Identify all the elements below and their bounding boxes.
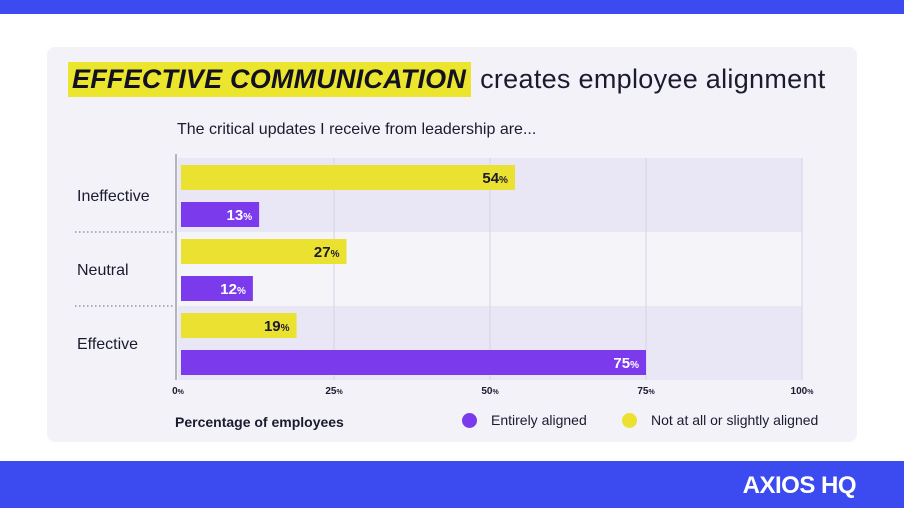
legend-swatch-entirely-aligned — [462, 412, 477, 428]
x-axis-title: Percentage of employees — [175, 414, 344, 430]
legend-entirely-aligned: Entirely aligned — [462, 412, 587, 428]
page-title: EFFECTIVE COMMUNICATION creates employee… — [68, 61, 826, 97]
category-label: Effective — [77, 336, 138, 353]
chart-title: The critical updates I receive from lead… — [177, 121, 537, 138]
bar-value-label: 75% — [613, 355, 639, 372]
legend-swatch-not-aligned — [622, 412, 637, 428]
x-tick-label: 75% — [637, 386, 655, 397]
category-label: Ineffective — [77, 188, 150, 205]
legend-label-entirely-aligned: Entirely aligned — [491, 412, 587, 428]
top-band — [0, 0, 904, 14]
bar — [181, 165, 515, 190]
x-tick-label: 0% — [172, 386, 185, 397]
x-tick-label: 50% — [481, 386, 499, 397]
bar — [181, 313, 297, 338]
x-tick-label: 100% — [791, 386, 815, 397]
bar-value-label: 13% — [227, 207, 253, 224]
axios-hq-logo: AXIOS HQ — [742, 472, 857, 499]
x-tick-label: 25% — [325, 386, 343, 397]
category-label: Neutral — [77, 262, 129, 279]
title-highlight: EFFECTIVE COMMUNICATION — [68, 61, 472, 97]
bar — [181, 350, 646, 375]
bar-value-label: 12% — [220, 281, 246, 298]
bar-value-label: 27% — [314, 244, 340, 261]
bar — [181, 276, 253, 301]
title-rest: creates employee alignment — [480, 63, 826, 94]
bar — [181, 202, 260, 227]
bottom-band — [0, 461, 904, 508]
legend-label-not-aligned: Not at all or slightly aligned — [651, 412, 819, 428]
bar — [181, 239, 347, 264]
legend-not-aligned: Not at all or slightly aligned — [622, 412, 818, 428]
bar-value-label: 54% — [482, 170, 508, 187]
bar-value-label: 19% — [264, 318, 290, 335]
